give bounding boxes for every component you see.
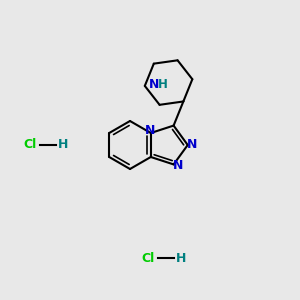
- Text: N: N: [172, 159, 183, 172]
- Text: H: H: [158, 78, 168, 92]
- Text: N: N: [145, 124, 155, 136]
- Text: N: N: [149, 78, 159, 92]
- Text: H: H: [58, 139, 68, 152]
- Text: H: H: [176, 251, 186, 265]
- Text: Cl: Cl: [141, 251, 154, 265]
- Text: Cl: Cl: [23, 139, 37, 152]
- Text: N: N: [187, 139, 197, 152]
